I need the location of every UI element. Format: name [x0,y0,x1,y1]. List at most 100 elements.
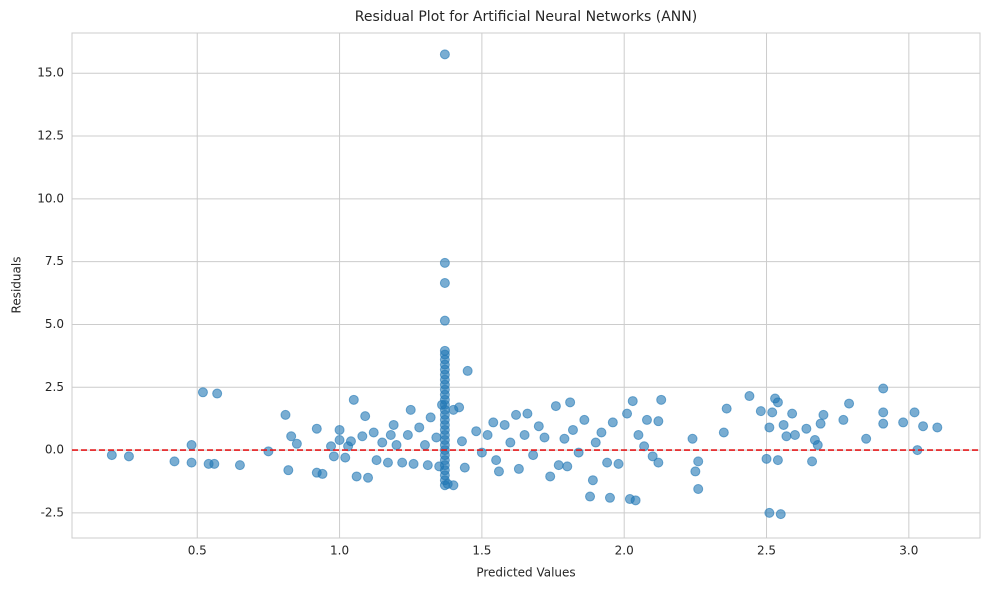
point [778,419,789,430]
point [815,418,826,429]
x-tick-label: 0.5 [188,544,207,558]
point [186,457,197,468]
point [357,431,368,442]
point [761,453,772,464]
point [439,257,450,268]
point [388,419,399,430]
point [812,440,823,451]
point [550,401,561,412]
point [197,387,208,398]
point [368,427,379,438]
point [439,49,450,60]
point [630,495,641,506]
point [439,315,450,326]
point [653,416,664,427]
point [348,394,359,405]
point [613,458,624,469]
point [439,277,450,288]
point [587,475,598,486]
point [539,432,550,443]
x-tick-label: 2.5 [757,544,776,558]
point [755,406,766,417]
point [405,404,416,415]
point [382,457,393,468]
point [807,456,818,467]
point [482,429,493,440]
point [263,446,274,457]
point [781,431,792,442]
point [585,491,596,502]
point [562,461,573,472]
point [647,451,658,462]
point [553,460,564,471]
point [334,424,345,435]
point [448,480,459,491]
point [772,455,783,466]
point [402,429,413,440]
point [328,451,339,462]
y-tick-label: -2.5 [41,505,64,519]
point [425,412,436,423]
point [789,429,800,440]
x-tick-label: 1.5 [472,544,491,558]
point [326,441,337,452]
point [519,429,530,440]
point [317,468,328,479]
point [767,407,778,418]
point [422,460,433,471]
point [212,388,223,399]
y-tick-label: 5.0 [45,317,64,331]
point [559,433,570,444]
point [459,462,470,473]
point [360,411,371,422]
point [909,407,920,418]
y-tick-label: 12.5 [37,129,64,143]
x-tick-label: 3.0 [899,544,918,558]
point [718,427,729,438]
point [280,409,291,420]
point [687,433,698,444]
point [528,450,539,461]
point [377,437,388,448]
point [607,417,618,428]
point [186,440,197,451]
point [209,458,220,469]
point [787,408,798,419]
point [764,422,775,433]
point [604,492,615,503]
point [522,408,533,419]
point [371,455,382,466]
point [493,466,504,477]
point [345,436,356,447]
y-tick-label: 0.0 [45,443,64,457]
x-tick-label: 1.0 [330,544,349,558]
point [456,436,467,447]
point [764,507,775,518]
point [545,471,556,482]
point [397,457,408,468]
point [838,414,849,425]
point [334,435,345,446]
point [693,484,704,495]
x-tick-label: 2.0 [615,544,634,558]
point [454,402,465,413]
point [633,429,644,440]
point [690,466,701,477]
point [385,429,396,440]
point [351,471,362,482]
point [721,403,732,414]
point [693,456,704,467]
point [878,418,889,429]
y-tick-label: 7.5 [45,254,64,268]
point [391,440,402,451]
point [419,440,430,451]
chart-title: Residual Plot for Artificial Neural Netw… [355,9,697,25]
x-axis-label: Predicted Values [476,566,575,580]
point [488,417,499,428]
point [286,431,297,442]
point [775,509,786,520]
y-tick-label: 10.0 [37,191,64,205]
point [408,458,419,469]
